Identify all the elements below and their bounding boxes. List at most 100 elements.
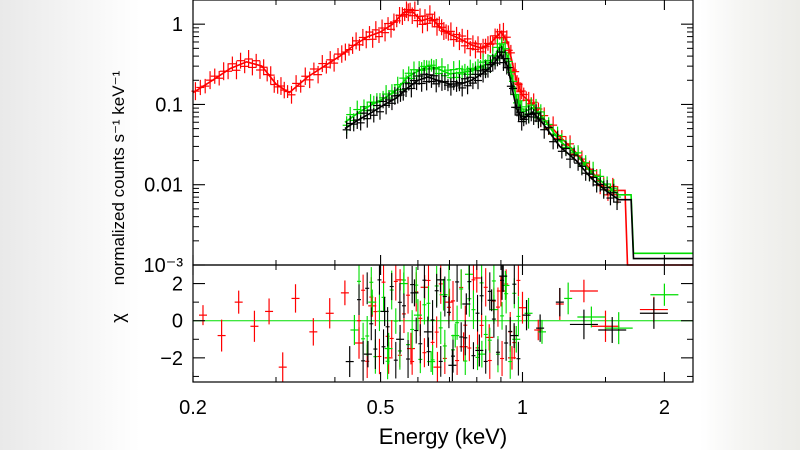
residual-point [487,327,492,353]
residual-point [217,319,226,352]
spectrum-data-point [280,81,289,99]
spectrum-data-point [468,77,477,90]
residual-point [439,278,448,311]
spectrum-data-point [244,50,253,68]
residual-point [381,329,386,365]
residual-point [510,323,519,348]
spectrum-data-point [276,77,285,95]
residual-point [278,352,287,382]
residual-point [650,283,679,306]
spectrum-data-point [348,36,357,54]
spectrum-data-point [248,59,257,76]
spectrum-data-point [458,28,467,44]
spectrum-data-point [585,166,594,182]
residual-point [479,276,484,316]
spectrum-model-line [344,43,693,255]
spectrum-data-point [446,22,455,41]
spectrum-data-point [463,29,472,48]
residual-point [604,312,633,345]
y-tick-label: 1 [172,14,183,36]
residual-point [512,265,517,305]
residual-point [361,340,366,381]
residual-point [536,314,545,342]
residual-point [309,318,318,346]
spectrum-data-point [270,76,279,93]
residual-point [325,298,334,329]
residual-frame [192,264,694,383]
residual-point [537,319,546,344]
spectrum-data-point [352,32,361,50]
residual-point [500,340,505,377]
residual-point [485,324,494,351]
spectrum-data-point [356,115,365,131]
y-tick-label: −2 [160,348,183,370]
residual-point [639,297,668,329]
spectrum-data-point [359,105,368,121]
residual-point [564,282,573,315]
residual-point [365,316,370,356]
spectrum-data-point [326,51,335,69]
residual-point [451,323,460,348]
spectrum-data-point [287,85,296,104]
residual-point [368,289,377,315]
spectrum-data-point [318,55,327,73]
spectrum-data-point [273,80,282,94]
spectrum-data-point [292,75,301,92]
x-axis-label: Energy (keV) [379,424,507,449]
residual-point [483,349,488,374]
residual-point [365,272,370,305]
residual-point [467,334,472,362]
residual-point [483,315,488,354]
residual-point [345,346,354,378]
y-axis-label-residual: χ [108,313,128,323]
residual-point [369,307,374,341]
residual-point [504,325,509,361]
y-tick-label: 10⁻³ [144,255,184,277]
residual-point [491,265,496,301]
spectrum-data-point [337,45,346,63]
spectrum-data-point [232,61,241,80]
spectrum-data-point [517,82,526,100]
residual-point [198,305,207,326]
residual-point [475,294,480,332]
residual-point [495,287,500,327]
spectrum-data-point [423,15,432,32]
spectrum-data-point [517,112,526,131]
residual-point [410,348,415,375]
residual-point [410,265,415,304]
residual-point [462,293,471,315]
residual-point [426,337,431,366]
spectrum-data-point [613,194,622,211]
residual-point [442,276,447,317]
spectrum-data-point [458,79,467,97]
residual-point [410,310,415,349]
spectrum-data-point [516,82,525,101]
residual-point [250,310,259,342]
residual-point [340,280,349,306]
spectrum-data-point [557,144,566,159]
residual-point [377,338,382,375]
residual-point [463,320,468,356]
residual-point [446,296,451,329]
spectrum-data-point [566,150,575,169]
background-right-blur [700,0,800,450]
residual-point [363,340,372,368]
residual-point [430,344,435,375]
residual-point [455,265,460,302]
residual-point [495,339,500,366]
spectrum-data-point [371,21,380,39]
spectrum-data-point [532,104,541,123]
residual-point [377,265,382,295]
spectrum-frame [192,0,694,266]
residual-point [397,283,402,322]
spectrum-data-point [196,79,205,96]
spectrum-data-point [502,30,511,45]
spectrum-data-point [353,111,362,129]
residual-point [459,269,464,309]
x-tick-label: 0.5 [367,397,395,419]
spectrum-data-point [495,47,504,65]
spectrum-data-point [266,66,275,85]
background-left-blur [0,0,140,450]
spectrum-data-point [283,85,292,98]
spectrum-data-point [309,62,318,76]
